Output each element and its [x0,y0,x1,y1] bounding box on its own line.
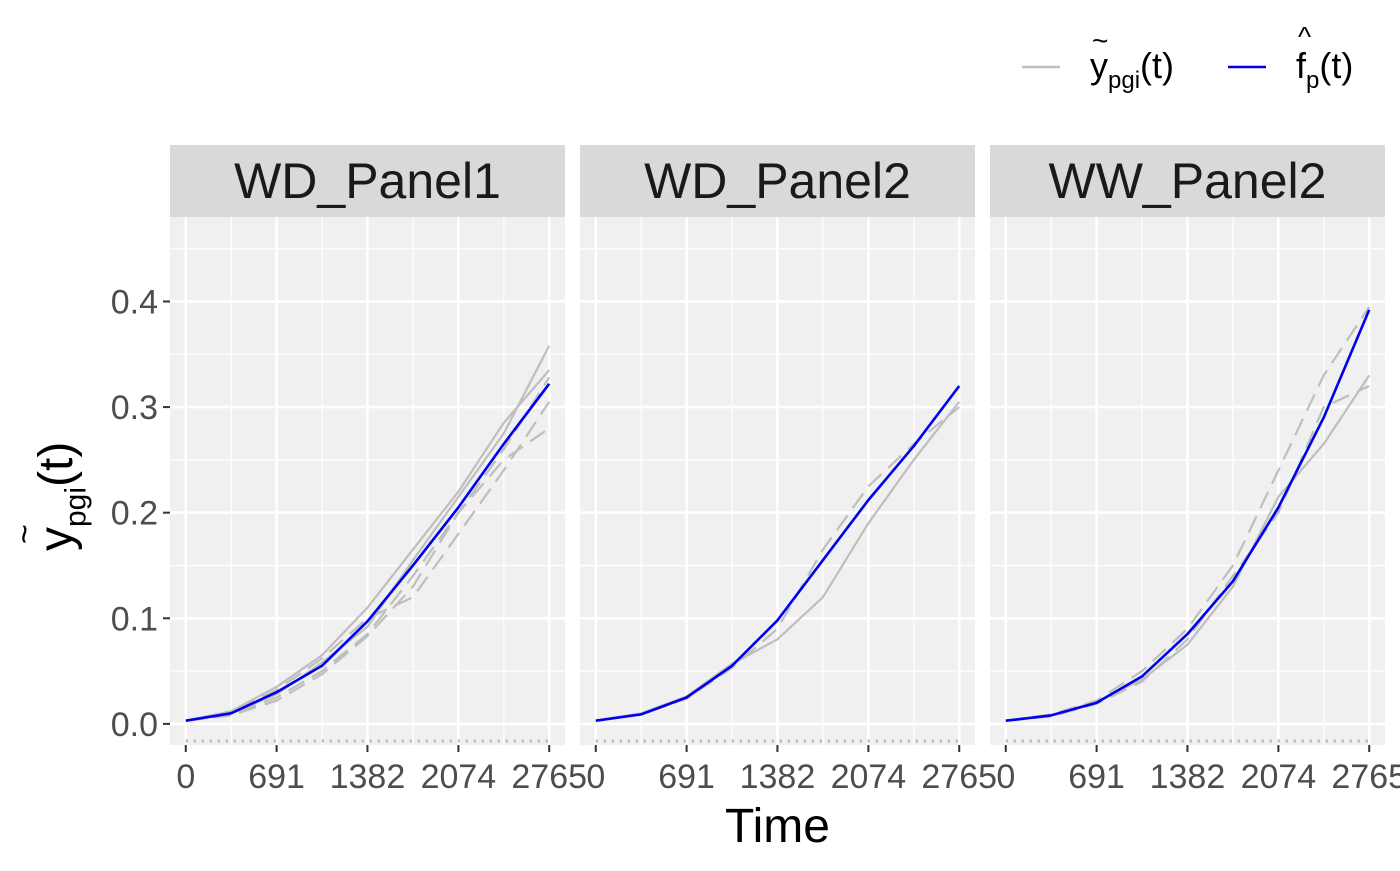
legend-label-accent: ^ [1298,21,1311,52]
legend-label-base: y [1090,45,1108,86]
x-tick-label: 691 [248,758,305,796]
facet-title: WD_Panel2 [644,153,911,209]
x-tick-label: 1382 [740,758,816,796]
y-axis-title: ypgi(t)~ [6,442,92,551]
facet-panel-2: WD_Panel2 0 691 1382 2074 2765 [580,145,997,796]
x-tick-label: 0 [176,758,195,796]
fitted-series-line [1005,309,1371,722]
legend-label-subscript: pgi [1108,67,1140,94]
legend-label-accent: ~ [1092,25,1108,56]
legend-label: fp(t) [1296,45,1353,94]
x-tick-label: 2765 [1331,758,1400,796]
legend-label-subscript: p [1306,67,1319,94]
x-tick-label: 2074 [421,758,497,796]
y-tick-label: 0.2 [111,495,158,533]
x-tick-label: 2765 [921,758,997,796]
x-tick-label: 1382 [330,758,406,796]
legend-label: ypgi(t) [1090,45,1174,94]
facet-title: WW_Panel2 [1049,153,1327,209]
y-axis-title-text-suffix: (t) [30,442,83,487]
fitted-series-line [185,383,551,722]
y-tick-label: 0.0 [111,706,158,744]
x-tick-label: 2074 [831,758,907,796]
legend-label-base: f [1296,45,1307,86]
legend-label-suffix: (t) [1319,45,1353,86]
y-axis-title-text-base: y [30,527,83,551]
fitted-series-line [595,385,961,722]
y-axis-title-text: ypgi(t) [30,442,92,551]
observed-series-line [185,427,550,722]
x-tick-label: 2074 [1241,758,1317,796]
facet-strip [990,145,1385,217]
facet-strip [170,145,565,217]
y-axis-title-text-subscript: pgi [59,487,92,527]
x-tick-label: 691 [658,758,715,796]
x-axis-title: Time [725,800,830,853]
facet-title: WD_Panel1 [234,153,501,209]
facet-panel-3: WW_Panel2 0 691 1382 2074 2765 [990,145,1400,796]
legend: ypgi(t)~fp(t)^ [1022,21,1353,94]
y-tick-label: 0.4 [111,283,158,321]
y-tick-label: 0.1 [111,600,158,638]
x-tick-label: 691 [1068,758,1125,796]
x-tick-label: 2765 [511,758,587,796]
y-tick-label: 0.3 [111,389,158,427]
observed-series-line [185,369,551,722]
legend-label-suffix: (t) [1140,45,1174,86]
x-tick-label: 0 [586,758,605,796]
observed-series-line [185,376,551,722]
x-tick-label: 1382 [1150,758,1226,796]
facet-strip [580,145,975,217]
facet-panel-1: WD_Panel1 0 691 1382 2074 2765 [170,145,587,796]
x-tick-label: 0 [996,758,1015,796]
y-axis-title-accent: ~ [6,524,44,544]
